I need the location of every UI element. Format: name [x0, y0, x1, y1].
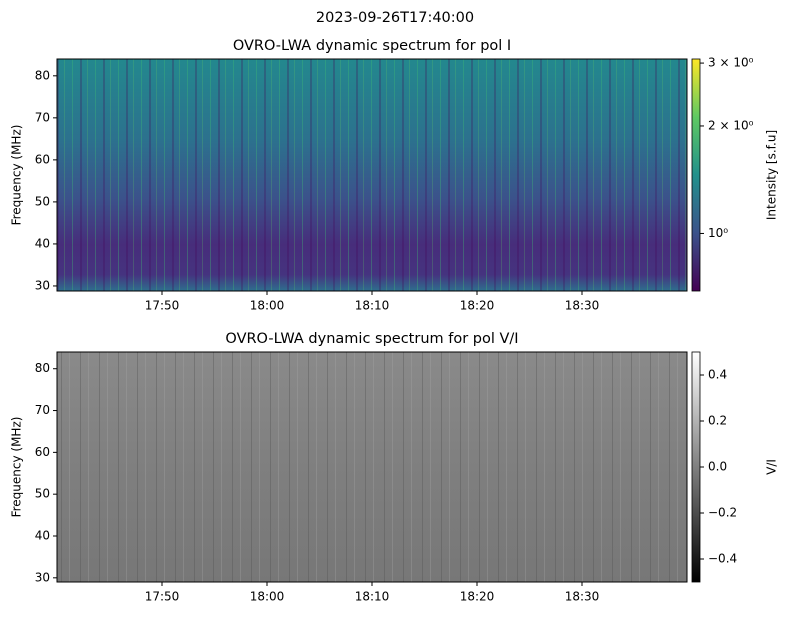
colorbar-tick-label: 0.2: [708, 414, 727, 428]
y-tick-label: 50: [35, 194, 50, 208]
colorbar-tick-label: −0.2: [708, 506, 737, 520]
x-tick-label: 18:10: [355, 299, 390, 313]
colorbar-tick-label: 2 × 10⁰: [708, 118, 754, 132]
colorbar-tick-label: 0.0: [708, 460, 727, 474]
x-tick-label: 18:00: [250, 590, 285, 604]
y-axis-label: Frequency (MHz): [10, 417, 24, 518]
spectrogram-texture: [57, 59, 687, 291]
x-tick-label: 17:50: [145, 299, 180, 313]
x-tick-label: 18:20: [460, 590, 495, 604]
y-tick-label: 30: [35, 570, 50, 584]
colorbar: [691, 58, 701, 292]
y-tick-label: 30: [35, 278, 50, 292]
y-axis-label: Frequency (MHz): [10, 125, 24, 226]
figure-title: 2023-09-26T17:40:00: [316, 10, 474, 26]
colorbar-tick-label: 0.4: [708, 368, 727, 382]
x-tick-label: 17:50: [145, 590, 180, 604]
y-tick-label: 40: [35, 529, 50, 543]
colorbar-tick-label: −0.4: [708, 552, 737, 566]
y-tick-label: 60: [35, 445, 50, 459]
colorbar-label: V/I: [765, 459, 779, 475]
plot-title: OVRO-LWA dynamic spectrum for pol I: [233, 38, 511, 54]
x-tick-label: 18:00: [250, 299, 285, 313]
y-tick-label: 40: [35, 236, 50, 250]
y-tick-label: 80: [35, 361, 50, 375]
colorbar-label: Intensity [s.f.u]: [765, 130, 779, 220]
x-tick-label: 18:20: [460, 299, 495, 313]
spectrogram-texture: [57, 352, 687, 582]
x-tick-label: 18:30: [565, 299, 600, 313]
x-tick-label: 18:10: [355, 590, 390, 604]
colorbar: [691, 351, 701, 583]
y-tick-label: 80: [35, 68, 50, 82]
y-tick-label: 70: [35, 403, 50, 417]
colorbar-tick-label: 3 × 10⁰: [708, 56, 754, 70]
y-tick-label: 70: [35, 110, 50, 124]
y-tick-label: 50: [35, 487, 50, 501]
y-tick-label: 60: [35, 152, 50, 166]
colorbar-tick-label: 10⁰: [708, 226, 728, 240]
x-tick-label: 18:30: [565, 590, 600, 604]
plot-title: OVRO-LWA dynamic spectrum for pol V/I: [225, 331, 518, 347]
